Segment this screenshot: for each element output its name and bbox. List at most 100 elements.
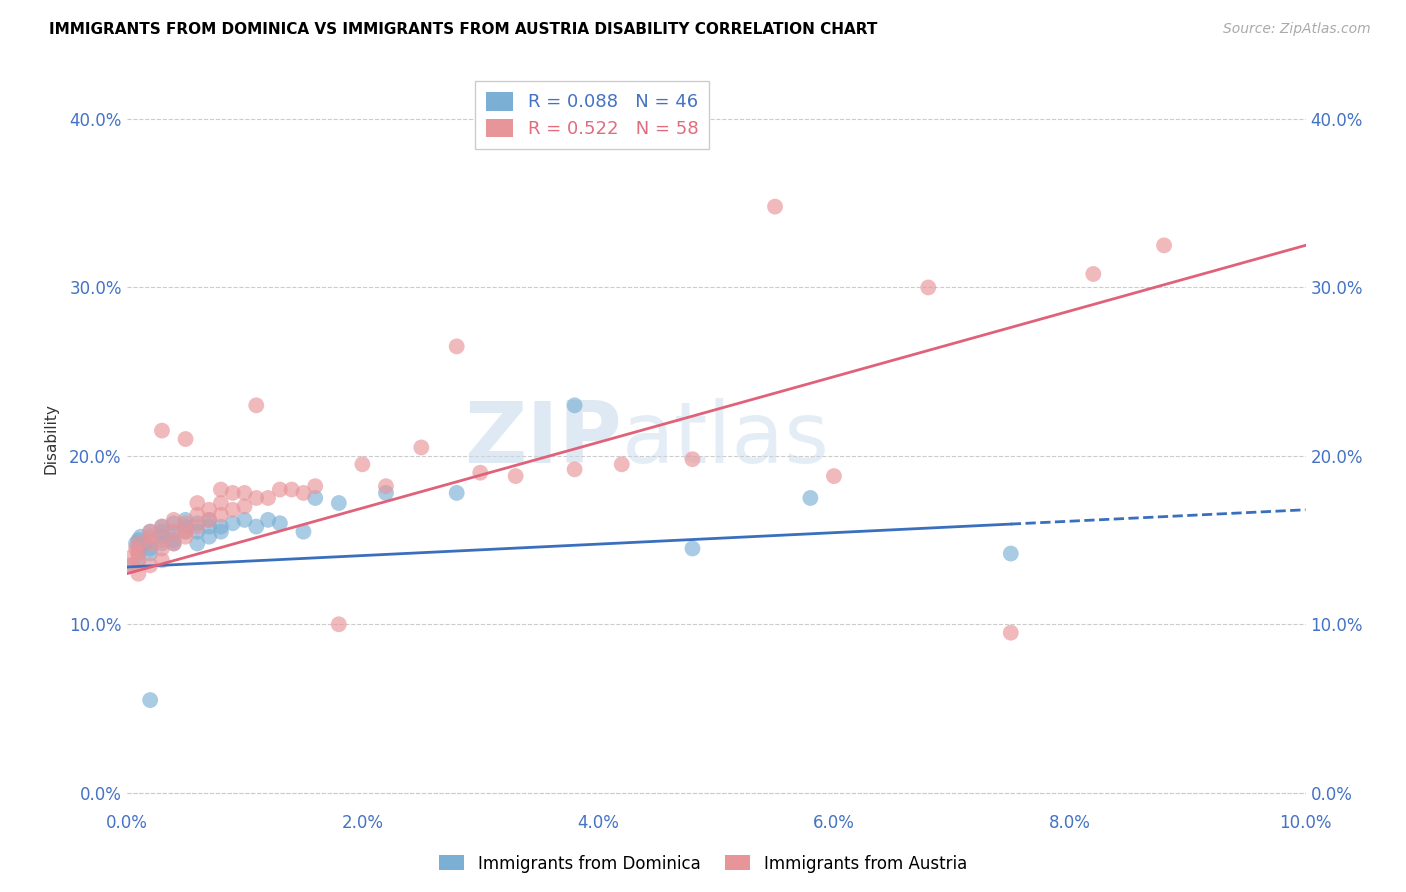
Point [446, 339, 468, 353]
Point [1153, 238, 1175, 252]
Y-axis label: Disability: Disability [44, 403, 58, 475]
Point [127, 547, 149, 561]
Point [233, 486, 256, 500]
Point [186, 524, 208, 539]
Point [222, 486, 245, 500]
Point [823, 469, 845, 483]
Point [139, 524, 162, 539]
Point [127, 547, 149, 561]
Point [209, 496, 232, 510]
Point [150, 519, 173, 533]
Point [446, 486, 468, 500]
Point [174, 524, 197, 539]
Point [198, 513, 221, 527]
Point [129, 530, 152, 544]
Point [564, 462, 586, 476]
Point [375, 479, 398, 493]
Point [121, 549, 143, 564]
Point [174, 524, 197, 539]
Point [917, 280, 939, 294]
Point [174, 432, 197, 446]
Text: atlas: atlas [621, 398, 830, 481]
Point [120, 558, 142, 573]
Point [470, 466, 492, 480]
Point [233, 513, 256, 527]
Point [280, 483, 302, 497]
Point [257, 513, 280, 527]
Point [139, 558, 162, 573]
Point [198, 502, 221, 516]
Point [292, 524, 315, 539]
Point [682, 452, 704, 467]
Point [222, 516, 245, 531]
Point [139, 530, 162, 544]
Point [174, 519, 197, 533]
Legend: Immigrants from Dominica, Immigrants from Austria: Immigrants from Dominica, Immigrants fro… [433, 848, 973, 880]
Point [269, 483, 291, 497]
Point [139, 536, 162, 550]
Point [198, 513, 221, 527]
Point [304, 479, 326, 493]
Text: Source: ZipAtlas.com: Source: ZipAtlas.com [1223, 22, 1371, 37]
Point [763, 200, 786, 214]
Point [163, 533, 186, 547]
Point [610, 458, 633, 472]
Point [186, 536, 208, 550]
Point [564, 398, 586, 412]
Point [174, 516, 197, 531]
Legend: R = 0.088   N = 46, R = 0.522   N = 58: R = 0.088 N = 46, R = 0.522 N = 58 [475, 81, 709, 149]
Point [150, 530, 173, 544]
Point [269, 516, 291, 531]
Point [233, 500, 256, 514]
Point [139, 541, 162, 556]
Point [163, 536, 186, 550]
Point [505, 469, 527, 483]
Point [139, 533, 162, 547]
Point [245, 491, 267, 505]
Point [150, 541, 173, 556]
Point [186, 519, 208, 533]
Point [245, 398, 267, 412]
Point [127, 541, 149, 556]
Point [150, 553, 173, 567]
Point [245, 519, 267, 533]
Point [125, 541, 148, 556]
Point [257, 491, 280, 505]
Point [139, 547, 162, 561]
Point [222, 502, 245, 516]
Point [127, 566, 149, 581]
Point [1000, 547, 1022, 561]
Point [163, 513, 186, 527]
Point [209, 508, 232, 522]
Point [799, 491, 821, 505]
Point [150, 519, 173, 533]
Point [127, 553, 149, 567]
Point [186, 516, 208, 531]
Point [209, 519, 232, 533]
Point [411, 441, 433, 455]
Point [174, 530, 197, 544]
Point [1000, 625, 1022, 640]
Point [328, 496, 350, 510]
Point [682, 541, 704, 556]
Text: IMMIGRANTS FROM DOMINICA VS IMMIGRANTS FROM AUSTRIA DISABILITY CORRELATION CHART: IMMIGRANTS FROM DOMINICA VS IMMIGRANTS F… [49, 22, 877, 37]
Text: ZIP: ZIP [464, 398, 621, 481]
Point [209, 524, 232, 539]
Point [127, 533, 149, 547]
Point [198, 519, 221, 533]
Point [352, 458, 374, 472]
Point [328, 617, 350, 632]
Point [139, 524, 162, 539]
Point [198, 530, 221, 544]
Point [121, 558, 143, 573]
Point [186, 508, 208, 522]
Point [127, 536, 149, 550]
Point [139, 693, 162, 707]
Point [174, 513, 197, 527]
Point [375, 486, 398, 500]
Point [125, 536, 148, 550]
Point [134, 536, 156, 550]
Point [163, 516, 186, 531]
Point [150, 524, 173, 539]
Point [127, 553, 149, 567]
